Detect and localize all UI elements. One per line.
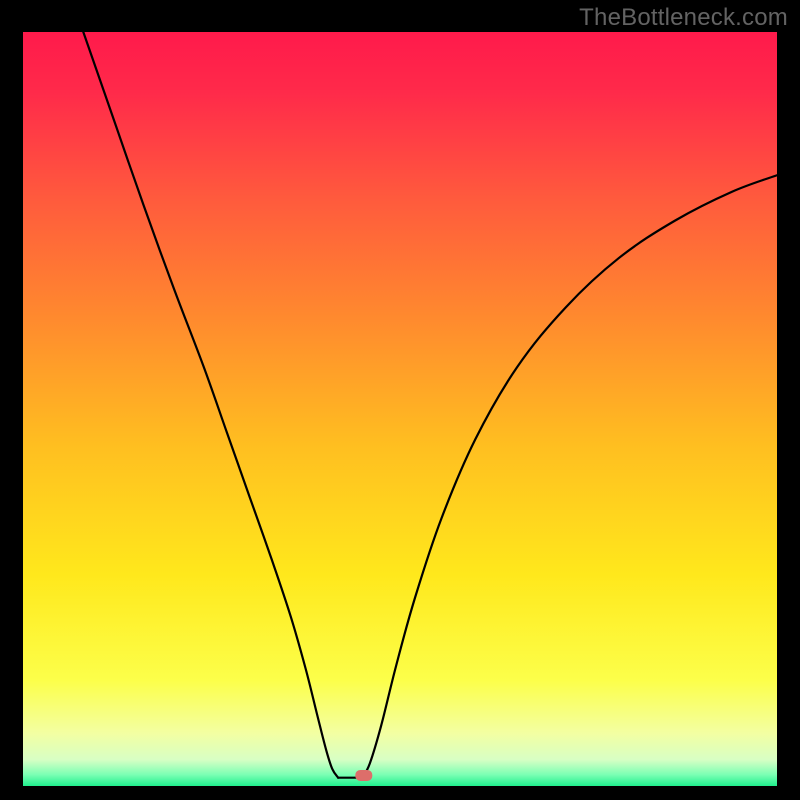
chart-frame: TheBottleneck.com: [0, 0, 800, 800]
watermark-wrap: TheBottleneck.com: [0, 0, 800, 32]
curve-right-branch: [362, 175, 777, 777]
plot-area: [23, 32, 777, 786]
curve-left-branch: [83, 32, 338, 778]
watermark-text: TheBottleneck.com: [579, 4, 788, 31]
curve-layer: [23, 32, 777, 786]
bottleneck-marker: [355, 770, 372, 781]
